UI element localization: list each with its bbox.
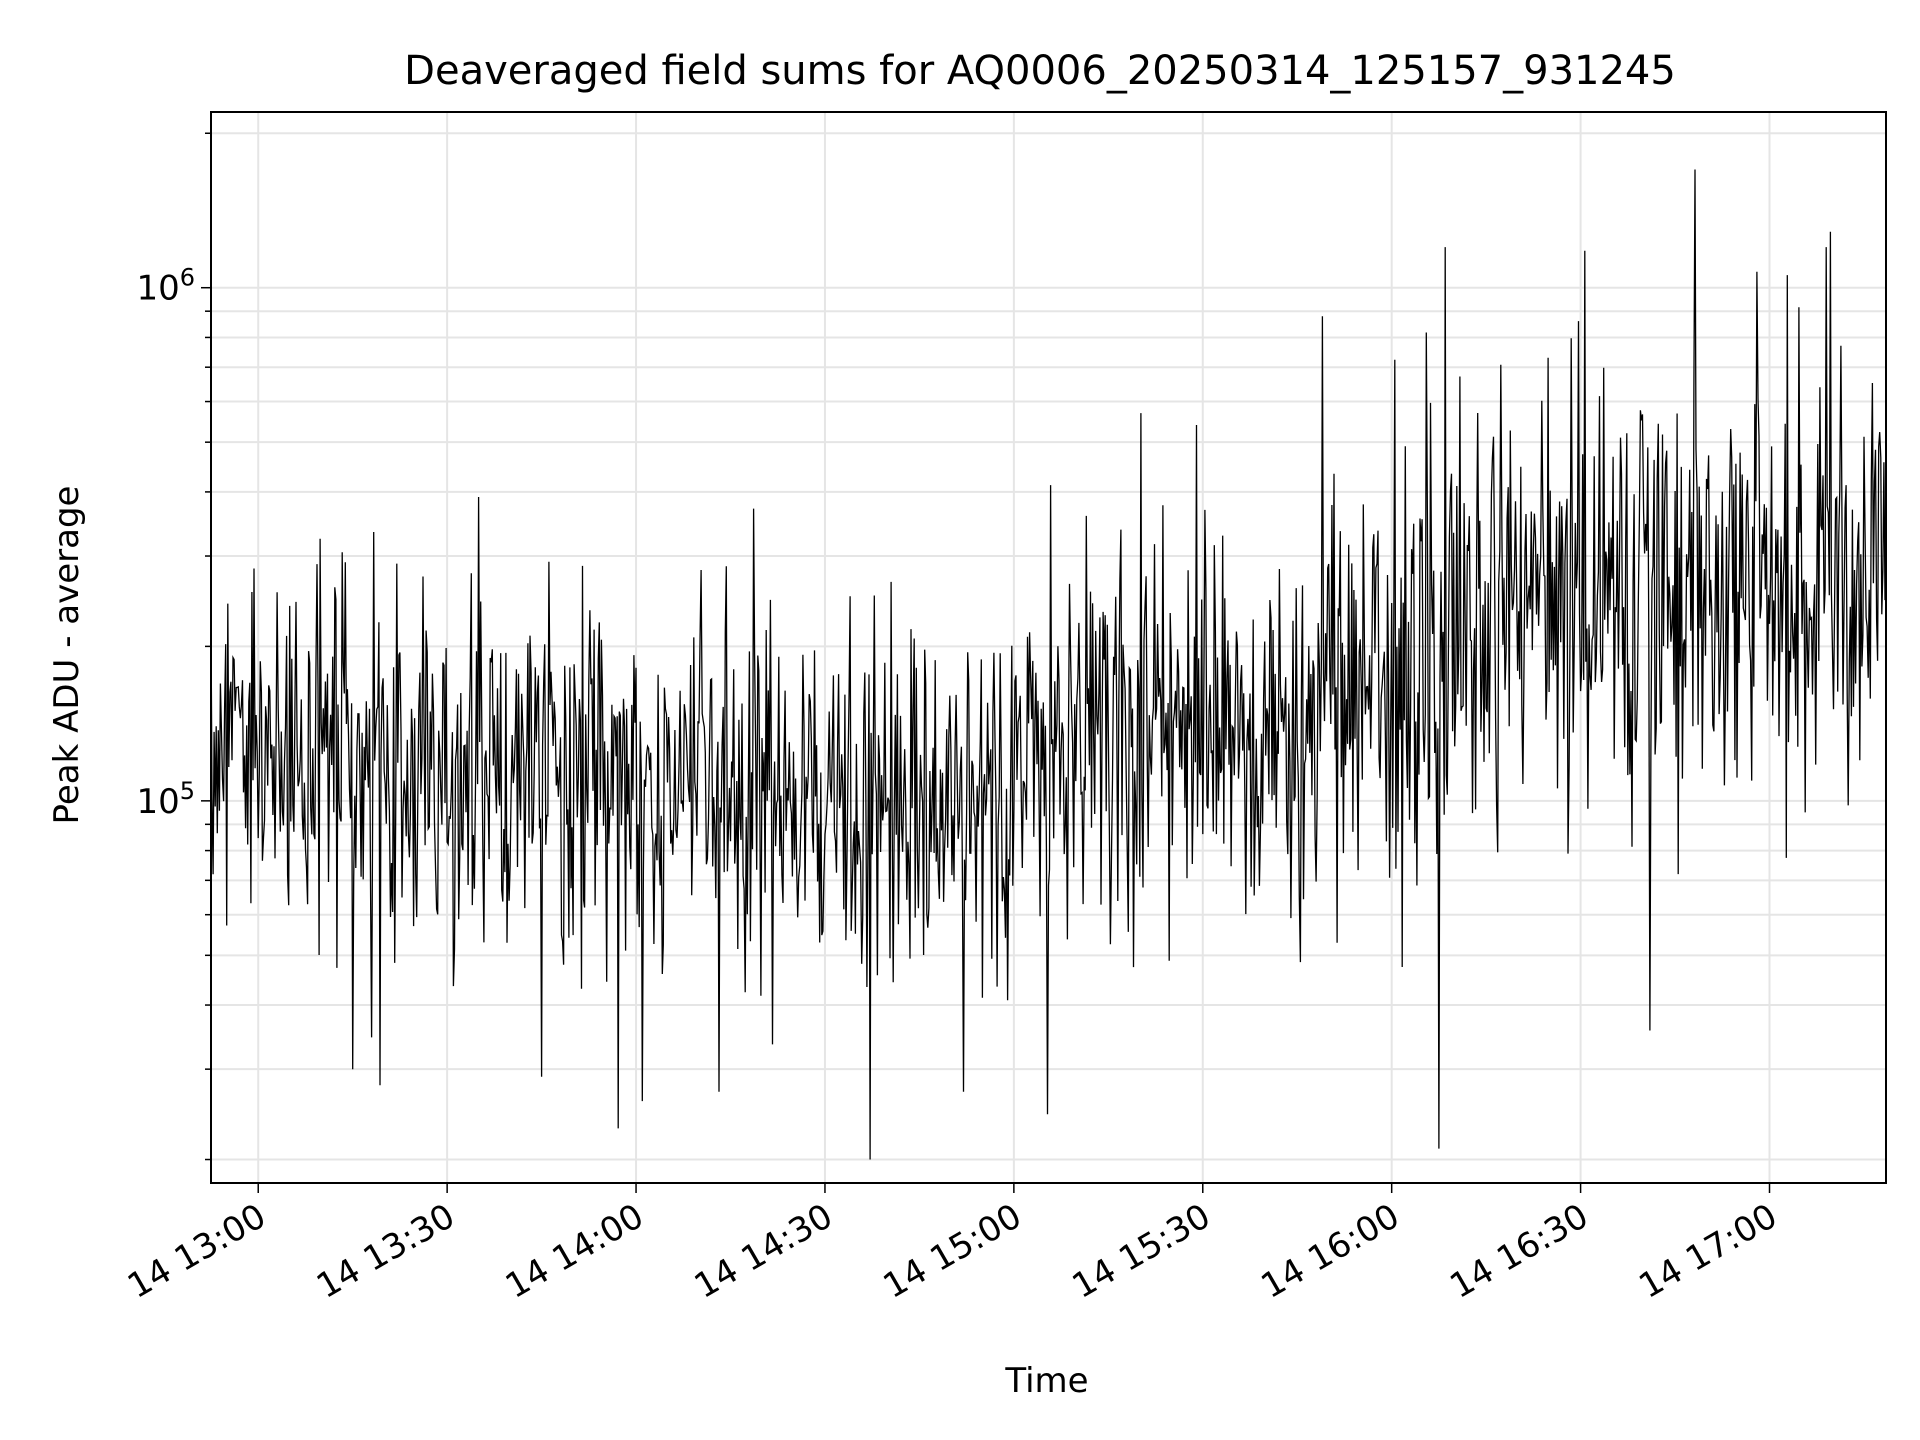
y-axis-label: Peak ADU - average <box>47 486 87 825</box>
grid <box>211 112 1886 1183</box>
data-series <box>210 169 1887 1160</box>
y-tick-label: 105 <box>136 777 195 822</box>
x-axis-label: Time <box>1004 1361 1088 1401</box>
y-tick-label: 106 <box>136 264 195 309</box>
plot-frame <box>210 111 1887 1184</box>
series-line <box>210 169 1887 1160</box>
chart-title: Deaveraged field sums for AQ0006_2025031… <box>404 48 1676 94</box>
